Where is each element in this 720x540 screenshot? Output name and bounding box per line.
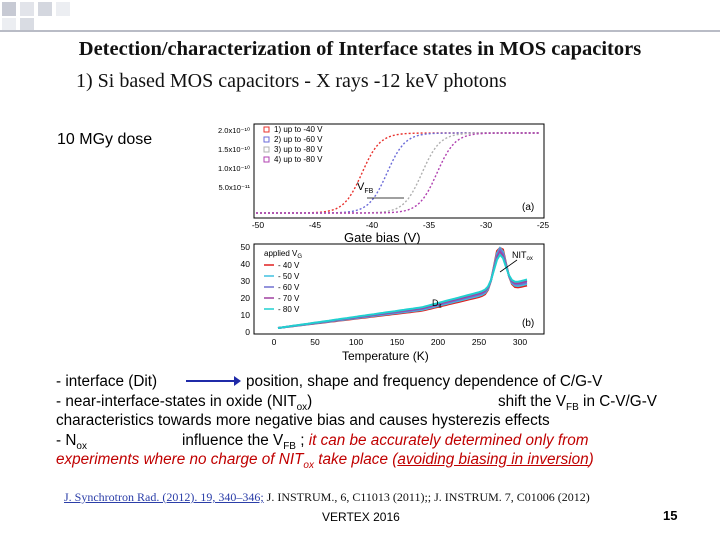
body-line-1: - interface (Dit) position, shape and fr… (56, 373, 603, 390)
nitox-annotation: NITox (512, 250, 533, 262)
dose-label: 10 MGy dose (57, 131, 153, 148)
panel-a-label: (a) (522, 202, 534, 213)
b-series-line (277, 253, 528, 329)
b-legend-entry: - 40 V (278, 261, 300, 270)
b-x-tick: 50 (310, 337, 320, 347)
a-x-tick: -45 (309, 220, 322, 230)
b-y-tick: 50 (241, 242, 251, 252)
a-y-tick: 2.0x10⁻¹⁰ (218, 126, 250, 135)
b-y-tick: 40 (241, 259, 251, 269)
panel-a-frame (253, 123, 545, 219)
panel-b-legend-title: applied VG (264, 249, 302, 260)
a-legend-marker (263, 156, 270, 163)
arrow-right-icon (368, 399, 486, 402)
b-legend-entry: - 60 V (278, 283, 300, 292)
references: J. Synchrotron Rad. (2012). 19, 340–346;… (64, 490, 590, 504)
a-legend-marker (263, 136, 270, 143)
arrow-right-icon (186, 376, 241, 386)
a-y-tick: 1.0x10⁻¹⁰ (218, 164, 250, 173)
panel-b-xlabel: Temperature (K) (342, 349, 429, 363)
b-series-line (277, 246, 528, 329)
b-y-tick: 0 (245, 327, 250, 337)
a-legend-entry: 1) up to -40 V (274, 125, 323, 134)
body-line-4: - Nox influence the VFB ; it can be accu… (56, 431, 589, 452)
b-legend-entry: - 80 V (278, 305, 300, 314)
a-legend-marker (263, 146, 270, 153)
b-y-tick: 10 (241, 310, 251, 320)
body-line-3: characteristics towards more negative bi… (56, 412, 550, 429)
b-series-line (277, 246, 528, 329)
figure: 2.0x10⁻¹⁰ 1.5x10⁻¹⁰ 1.0x10⁻¹⁰ 5.0x10⁻¹¹ -50… (218, 123, 550, 363)
b-y-tick: 30 (241, 276, 251, 286)
b-x-tick: 100 (349, 337, 363, 347)
dit-annotation: Dit (432, 298, 442, 310)
b-legend-entry: - 50 V (278, 272, 300, 281)
slide-subtitle: 1) Si based MOS capacitors - X rays -12 … (76, 70, 507, 92)
panel-b-frame (253, 243, 545, 335)
b-x-tick: 250 (472, 337, 486, 347)
page-number: 15 (663, 508, 678, 523)
footer: VERTEX 2016 (322, 510, 400, 524)
a-x-tick: -25 (537, 220, 550, 230)
corner-decoration (2, 2, 70, 30)
b-x-tick: 200 (431, 337, 445, 347)
panel-b-label: (b) (522, 318, 534, 329)
slide-title: Detection/characterization of Interface … (78, 38, 642, 60)
reference-link[interactable]: J. Synchrotron Rad. (2012). 19, 340–346; (64, 490, 264, 504)
a-x-tick: -35 (423, 220, 436, 230)
a-x-tick: -40 (366, 220, 379, 230)
panel-a-xlabel: Gate bias (V) (344, 230, 421, 245)
b-series-line (277, 250, 528, 329)
a-x-tick: -50 (252, 220, 265, 230)
a-y-tick: 5.0x10⁻¹¹ (219, 183, 251, 192)
body-line-2: - near-interface-states in oxide (NITox)… (56, 392, 658, 413)
a-legend-entry: 4) up to -80 V (274, 155, 323, 164)
b-x-tick: 0 (272, 337, 277, 347)
body-line-5: experiments where no charge of NITox tak… (56, 451, 594, 472)
body-text: - interface (Dit) position, shape and fr… (56, 372, 696, 472)
b-series-line (277, 247, 528, 329)
header-rule (0, 30, 720, 32)
b-legend-entry: - 70 V (278, 294, 300, 303)
a-legend-entry: 2) up to -60 V (274, 135, 323, 144)
b-x-tick: 150 (390, 337, 404, 347)
b-x-tick: 300 (513, 337, 527, 347)
a-y-tick: 1.5x10⁻¹⁰ (218, 145, 250, 154)
a-legend-entry: 3) up to -80 V (274, 145, 323, 154)
vfb-annotation: VFB (357, 181, 374, 195)
a-series-line (256, 132, 540, 214)
a-legend-marker (263, 126, 270, 133)
b-y-tick: 20 (241, 293, 251, 303)
a-x-tick: -30 (480, 220, 493, 230)
